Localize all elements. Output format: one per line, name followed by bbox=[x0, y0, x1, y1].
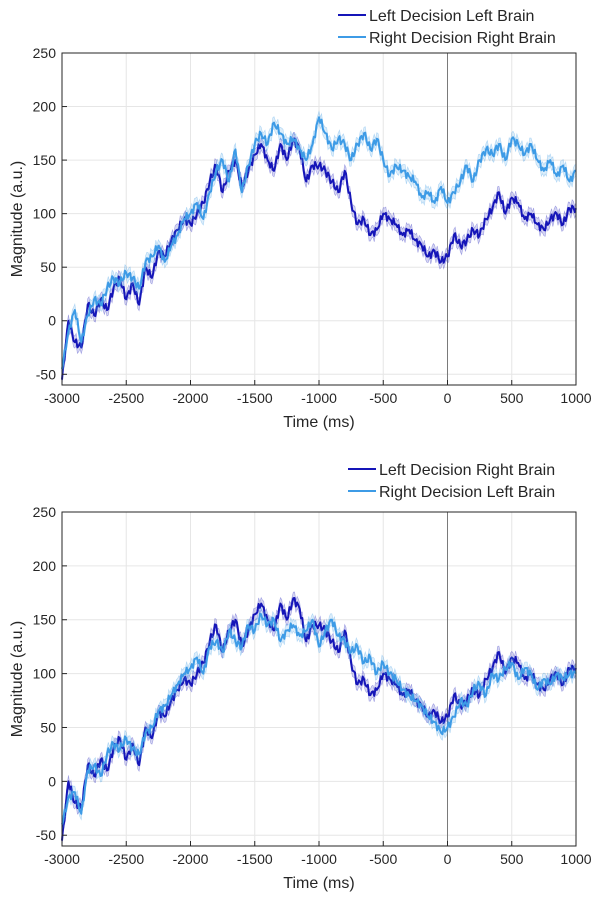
x-tick-label: -1000 bbox=[301, 851, 337, 867]
x-tick-label: 0 bbox=[444, 851, 452, 867]
y-tick-label: 200 bbox=[33, 99, 57, 115]
x-tick-label: -2500 bbox=[108, 851, 144, 867]
x-tick-label: -3000 bbox=[44, 851, 80, 867]
x-tick-label: -2000 bbox=[173, 851, 209, 867]
y-tick-label: 100 bbox=[33, 666, 57, 682]
x-tick-label: 1000 bbox=[560, 390, 591, 406]
legend-label: Left Decision Left Brain bbox=[369, 8, 534, 25]
y-tick-label: 0 bbox=[48, 773, 56, 789]
series-line bbox=[61, 596, 577, 841]
y-tick-label: 0 bbox=[48, 313, 56, 329]
y-axis-label: Magnitude (a.u.) bbox=[9, 161, 26, 278]
y-tick-label: 250 bbox=[33, 45, 57, 61]
x-tick-label: 0 bbox=[444, 390, 452, 406]
x-tick-label: -500 bbox=[369, 390, 397, 406]
y-tick-label: 150 bbox=[33, 612, 57, 628]
x-tick-label: -2500 bbox=[108, 390, 144, 406]
series-line bbox=[61, 116, 577, 370]
y-tick-label: -50 bbox=[36, 366, 56, 382]
x-axis-label: Time (ms) bbox=[283, 875, 354, 892]
y-tick-label: 50 bbox=[40, 719, 56, 735]
x-tick-label: -1500 bbox=[237, 390, 273, 406]
chart-bottom: -3000 -2500 -2000 -1500 -1000 -500 0 500 1000-50… bbox=[9, 462, 592, 892]
series-line bbox=[61, 612, 577, 825]
legend-label: Left Decision Right Brain bbox=[379, 462, 555, 479]
x-tick-label: -500 bbox=[369, 851, 397, 867]
x-tick-label: 1000 bbox=[560, 851, 591, 867]
x-tick-label: -1000 bbox=[301, 390, 337, 406]
legend-label: Right Decision Left Brain bbox=[379, 484, 555, 501]
y-tick-label: 100 bbox=[33, 206, 57, 222]
x-axis-label: Time (ms) bbox=[283, 414, 354, 431]
x-tick-label: -3000 bbox=[44, 390, 80, 406]
y-axis-label: Magnitude (a.u.) bbox=[9, 621, 26, 738]
y-tick-label: -50 bbox=[36, 827, 56, 843]
x-tick-label: -2000 bbox=[173, 390, 209, 406]
y-tick-label: 250 bbox=[33, 504, 57, 520]
y-tick-label: 150 bbox=[33, 152, 57, 168]
x-tick-label: 500 bbox=[500, 851, 524, 867]
x-tick-label: -1500 bbox=[237, 851, 273, 867]
legend-label: Right Decision Right Brain bbox=[369, 30, 556, 47]
x-tick-label: 500 bbox=[500, 390, 524, 406]
chart-top: -3000 -2500 -2000 -1500 -1000 -500 0 500 1000-50… bbox=[9, 8, 592, 431]
series-line bbox=[61, 137, 577, 380]
y-tick-label: 200 bbox=[33, 558, 57, 574]
y-tick-label: 50 bbox=[40, 259, 56, 275]
